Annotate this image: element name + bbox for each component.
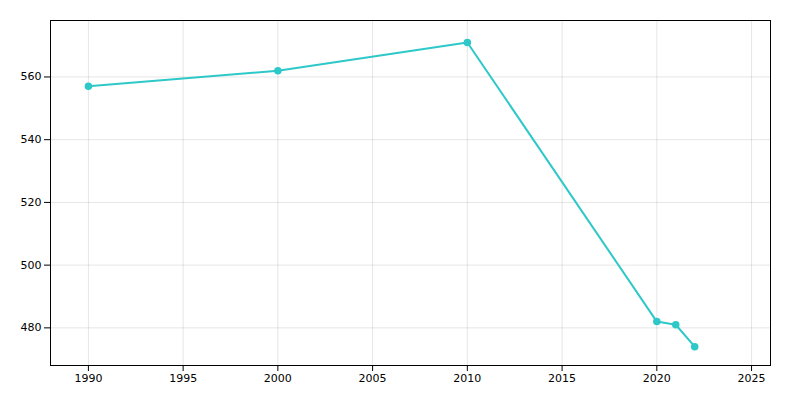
svg-text:2020: 2020 <box>643 372 671 385</box>
svg-text:2015: 2015 <box>548 372 576 385</box>
svg-text:2025: 2025 <box>738 372 766 385</box>
svg-text:2000: 2000 <box>264 372 292 385</box>
svg-text:1990: 1990 <box>74 372 102 385</box>
svg-text:540: 540 <box>21 133 42 146</box>
svg-text:500: 500 <box>21 259 42 272</box>
svg-text:2010: 2010 <box>453 372 481 385</box>
svg-text:560: 560 <box>21 70 42 83</box>
svg-text:1995: 1995 <box>169 372 197 385</box>
svg-text:480: 480 <box>21 321 42 334</box>
svg-text:2005: 2005 <box>359 372 387 385</box>
svg-text:520: 520 <box>21 196 42 209</box>
